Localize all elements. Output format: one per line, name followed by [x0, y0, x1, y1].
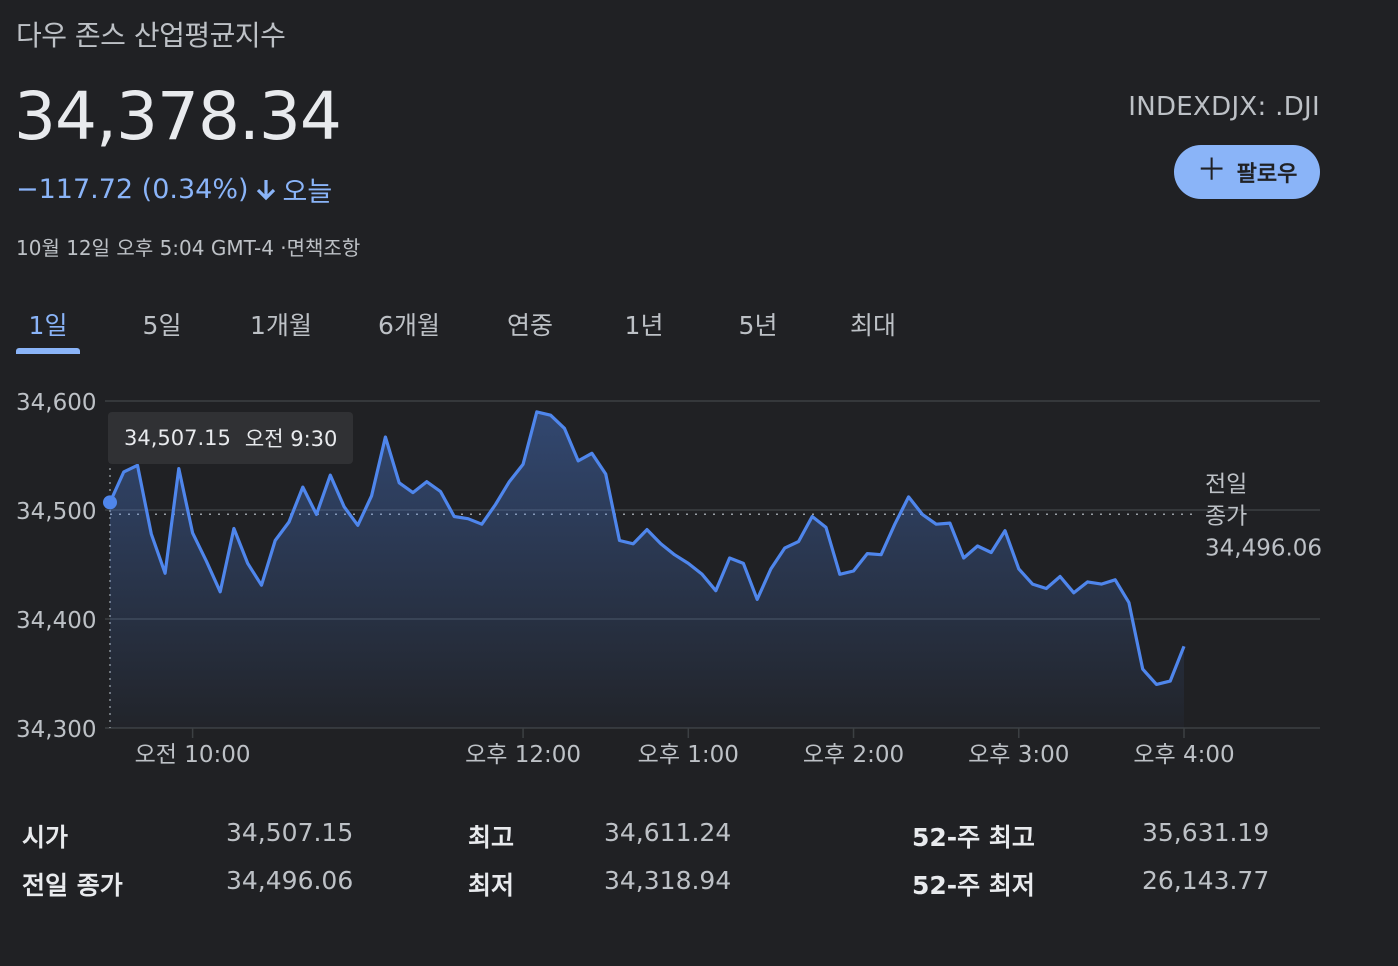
tab-5d[interactable]: 5일: [142, 311, 182, 340]
change-period: 오늘: [282, 177, 333, 208]
y-tick-label: 34,500: [16, 499, 96, 525]
plus-icon: ＋: [1196, 152, 1227, 188]
key-stats: 시가 34,507.15 전일 종가 34,496.06 최고 34,611.2…: [0, 806, 1398, 916]
tooltip-time: 오전 9:30: [244, 427, 338, 451]
active-tab-indicator: [16, 348, 80, 354]
tab-1d[interactable]: 1일: [28, 311, 68, 340]
x-tick-label: 오후 4:00: [1133, 742, 1234, 768]
y-tick-label: 34,400: [16, 608, 96, 634]
stat-value-52w-low: 26,143.77: [1142, 866, 1270, 895]
time-range-tabs: 1일 5일 1개월 6개월 연중 1년 5년 최대: [0, 300, 920, 360]
tab-5y[interactable]: 5년: [738, 311, 778, 340]
x-tick-label: 오후 1:00: [638, 742, 739, 768]
stat-value-52w-high: 35,631.19: [1142, 818, 1270, 847]
stat-label-open: 시가: [22, 823, 69, 852]
prev-close-value: 34,496.06: [1205, 535, 1322, 561]
stat-value-open: 34,507.15: [226, 818, 354, 847]
quote-timestamp[interactable]: 10월 12일 오후 5:04 GMT-4 ·면책조항: [16, 236, 361, 260]
stat-label-high: 최고: [468, 823, 515, 852]
follow-button[interactable]: ＋ 팔로우: [1174, 145, 1320, 199]
follow-label: 팔로우: [1236, 162, 1298, 187]
change-value: −117.72 (0.34%): [16, 174, 249, 205]
ticker-symbol: INDEXDJX: .DJI: [1128, 92, 1320, 122]
stat-value-prev-close: 34,496.06: [226, 866, 354, 895]
stat-label-prev-close: 전일 종가: [22, 871, 123, 900]
series-line: [108, 410, 1186, 686]
tab-ytd[interactable]: 연중: [506, 311, 553, 340]
y-tick-label: 34,600: [16, 390, 96, 416]
tab-max[interactable]: 최대: [849, 311, 896, 340]
stat-label-52w-low: 52-주 최저: [912, 871, 1035, 900]
stat-label-52w-high: 52-주 최고: [912, 823, 1035, 852]
stat-label-low: 최저: [468, 871, 515, 900]
x-tick-label: 오후 3:00: [968, 742, 1069, 768]
y-tick-label: 34,300: [16, 717, 96, 743]
stat-value-low: 34,318.94: [604, 866, 732, 895]
index-name: 다우 존스 산업평균지수: [16, 19, 286, 52]
hover-point: [103, 495, 117, 510]
stat-value-high: 34,611.24: [604, 818, 732, 847]
price-chart[interactable]: 34,600 34,500 34,400 34,300 오전 10:00 오후 12:00…: [0, 370, 1398, 780]
price-change: −117.72 (0.34%) 오늘: [16, 170, 332, 209]
x-tick-label: 오후 2:00: [803, 742, 904, 768]
prev-close-label: 전일: [1205, 471, 1247, 497]
tab-6m[interactable]: 6개월: [378, 311, 440, 340]
area-fill: [110, 411, 1184, 728]
tab-1y[interactable]: 1년: [624, 311, 664, 340]
prev-close-label: 종가: [1205, 503, 1247, 529]
arrow-down-icon: [255, 177, 277, 203]
tooltip-value: 34,507.15: [124, 426, 231, 450]
chart-tooltip: 34,507.15 오전 9:30: [108, 412, 354, 464]
x-tick-label: 오전 10:00: [135, 742, 251, 768]
current-price: 34,378.34: [14, 78, 342, 155]
tab-1m[interactable]: 1개월: [250, 311, 312, 340]
x-tick-label: 오후 12:00: [465, 742, 581, 768]
